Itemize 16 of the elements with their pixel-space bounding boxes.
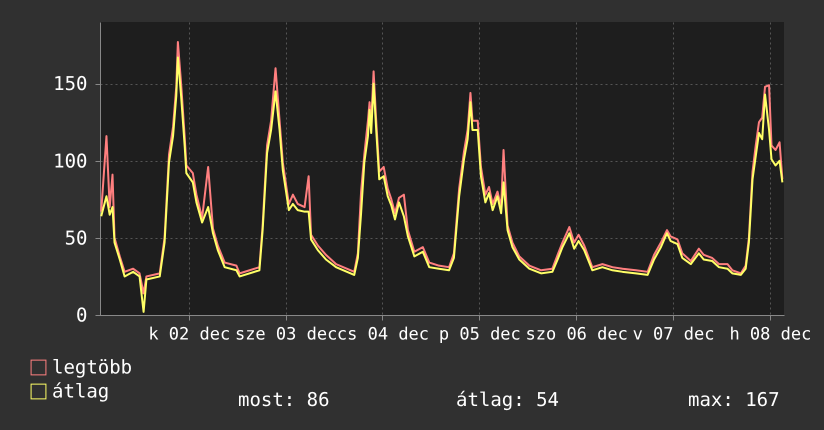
text: max: 167 [688, 389, 780, 411]
x-tick-label: cs 04 dec [336, 324, 430, 344]
x-tick-label: szo 06 dec [525, 324, 628, 344]
legend-label: átlag [52, 380, 110, 402]
x-tick-label: v 07 dec [632, 324, 714, 344]
y-tick-label: 50 [64, 227, 88, 250]
text: most: 86 [238, 389, 330, 411]
y-tick-label: 150 [53, 73, 88, 96]
x-tick-label: sze 03 dec [234, 324, 338, 344]
text: átlag: 54 [456, 389, 559, 411]
x-tick-label: p 05 dec [438, 324, 521, 344]
legend-label: legtöbb [52, 356, 132, 378]
x-tick-label: k 02 dec [148, 324, 230, 344]
y-tick-label: 100 [53, 150, 88, 172]
x-tick-label: h 08 dec [729, 324, 812, 344]
y-tick-label: 0 [76, 304, 88, 326]
